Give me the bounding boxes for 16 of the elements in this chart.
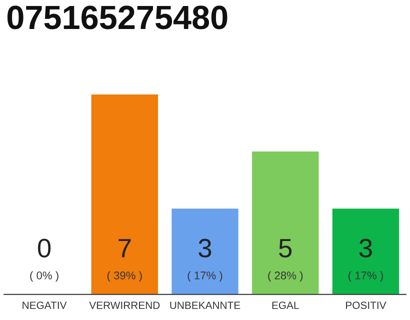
data-label: 5 <box>279 239 292 258</box>
x-tick-label: POSITIV <box>346 302 386 309</box>
annotation: ( 17% ) <box>348 271 383 282</box>
annotation: ( 17% ) <box>188 271 222 282</box>
annotation: ( 28% ) <box>268 271 303 282</box>
x-tick-label: UNBEKANNTE <box>170 302 240 309</box>
data-label: 0 <box>38 238 51 258</box>
x-tick-label: NEGATIV <box>22 302 67 309</box>
x-tick-label: EGAL <box>272 302 299 309</box>
x-tick-label: VERWIRREND <box>89 302 160 309</box>
annotation: ( 0% ) <box>30 271 58 282</box>
data-label: 3 <box>359 238 372 258</box>
annotation: ( 39% ) <box>107 271 142 282</box>
chart-title: 075165275480 <box>7 6 228 30</box>
data-label: 7 <box>118 239 131 258</box>
data-label: 3 <box>198 238 212 258</box>
